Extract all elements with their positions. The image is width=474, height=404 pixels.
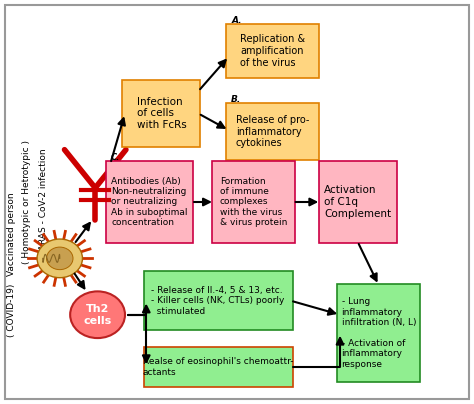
Text: ( COVID-19): ( COVID-19)	[7, 284, 16, 337]
Circle shape	[46, 247, 73, 269]
FancyBboxPatch shape	[227, 24, 319, 78]
Text: - Lung
inflammatory
infiltration (N, L)

- Activation of
inflammatory
response: - Lung inflammatory infiltration (N, L) …	[342, 297, 416, 368]
Text: Th2
cells: Th2 cells	[83, 304, 112, 326]
Text: C.: C.	[110, 153, 120, 162]
Text: Activation
of C1q
Complement: Activation of C1q Complement	[324, 185, 391, 219]
Text: Release of pro-
inflammatory
cytokines: Release of pro- inflammatory cytokines	[236, 115, 309, 148]
Text: Formation
of immune
complexes
with the virus
& virus protein: Formation of immune complexes with the v…	[220, 177, 287, 227]
FancyBboxPatch shape	[319, 161, 397, 243]
Text: ( Homotypic or Hetrotypic ): ( Homotypic or Hetrotypic )	[22, 140, 31, 264]
FancyBboxPatch shape	[337, 284, 420, 382]
FancyBboxPatch shape	[122, 80, 201, 147]
FancyBboxPatch shape	[144, 347, 292, 387]
Text: - Release of Il.-4, 5 & 13, etc.
- Killer cells (NK, CTLs) poorly
  stimulated: - Release of Il.-4, 5 & 13, etc. - Kille…	[151, 286, 285, 316]
FancyBboxPatch shape	[212, 161, 295, 243]
Text: Infection
of cells
with FcRs: Infection of cells with FcRs	[137, 97, 186, 130]
Text: SARAS - CoV-2 infection: SARAS - CoV-2 infection	[39, 148, 48, 256]
Text: B.: B.	[231, 95, 241, 104]
Text: Vaccinated person: Vaccinated person	[7, 192, 16, 276]
Text: Replication &
amplification
of the virus: Replication & amplification of the virus	[240, 34, 305, 67]
Text: Realse of eosinophil's chemoattr-
actants: Realse of eosinophil's chemoattr- actant…	[143, 358, 293, 377]
Text: A.: A.	[231, 16, 242, 25]
Circle shape	[70, 291, 125, 338]
FancyBboxPatch shape	[144, 271, 292, 330]
Circle shape	[37, 239, 82, 278]
FancyBboxPatch shape	[227, 103, 319, 160]
Text: Antibodies (Ab)
Non-neutralizing
or neutralizing
Ab in suboptimal
concentration: Antibodies (Ab) Non-neutralizing or neut…	[111, 177, 188, 227]
FancyBboxPatch shape	[106, 161, 193, 243]
